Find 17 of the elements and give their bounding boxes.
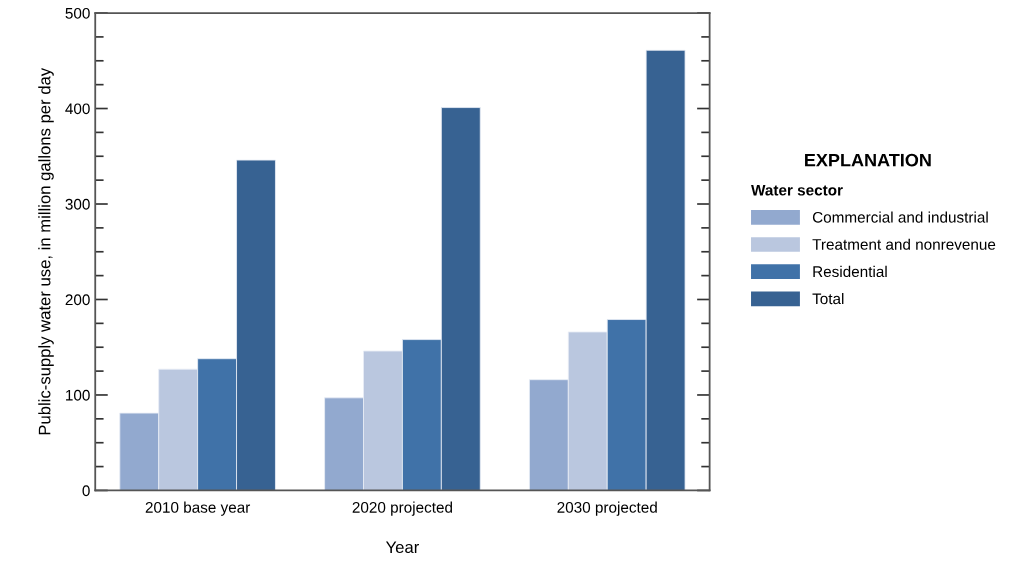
y-tick-label: 0 xyxy=(82,485,90,497)
legend-title: Water sector xyxy=(751,184,843,196)
y-axis-title: Public-supply water use, in million gallons per day xyxy=(38,67,54,435)
y-tick-label: 300 xyxy=(65,198,90,210)
y-tick-label: 200 xyxy=(65,294,90,306)
y-tick-label: 100 xyxy=(66,389,90,401)
x-tick-label: 2010 base year xyxy=(145,501,251,516)
y-tick-label: 400 xyxy=(65,103,90,115)
legend-label: Treatment and nonrevenue xyxy=(812,238,996,250)
legend-label: Total xyxy=(812,292,844,305)
x-tick-label: 2020 projected xyxy=(352,501,452,516)
x-axis-title: Year xyxy=(385,541,419,554)
legend-label: Commercial and industrial xyxy=(812,211,988,223)
x-tick-label: 2030 projected xyxy=(557,501,657,516)
y-tick-label: 500 xyxy=(65,7,90,19)
legend-label: Residential xyxy=(813,265,887,278)
text: EXPLANATION xyxy=(805,153,931,167)
